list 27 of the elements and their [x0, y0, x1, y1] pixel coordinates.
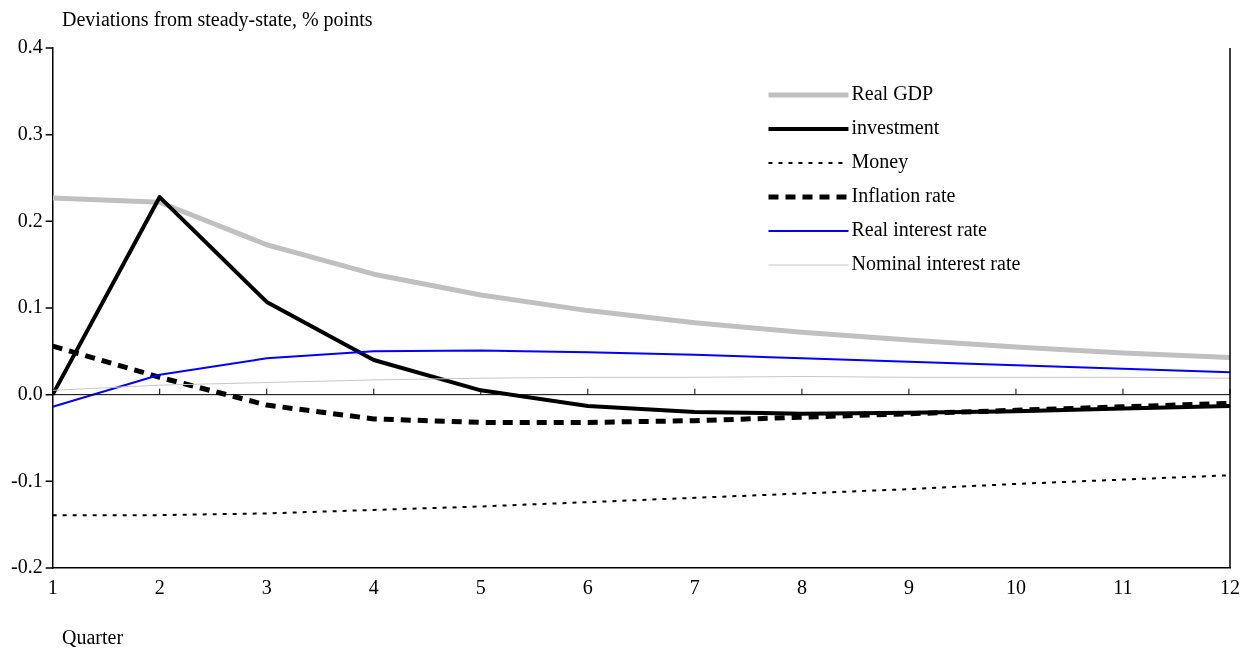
- x-axis-title: Quarter: [62, 626, 124, 649]
- y-tick-label: -0.1: [10, 468, 43, 491]
- legend-label: Real interest rate: [851, 218, 988, 241]
- legend-label: Inflation rate: [851, 184, 956, 207]
- legend-label: Money: [851, 150, 909, 174]
- y-axis-title: Deviations from steady-state, % points: [62, 8, 373, 31]
- x-tick-label: 11: [1113, 576, 1133, 599]
- y-tick-label: -0.2: [10, 555, 43, 578]
- x-tick-label: 10: [1005, 576, 1026, 599]
- x-tick-label: 3: [261, 576, 272, 599]
- x-tick-label: 7: [689, 576, 700, 599]
- x-tick-label: 8: [796, 576, 807, 599]
- y-tick-label: 0.3: [17, 121, 43, 144]
- legend-label: investment: [851, 116, 940, 139]
- y-tick-label: 0.0: [17, 381, 43, 404]
- x-tick-label: 12: [1220, 576, 1240, 599]
- y-tick-label: 0.4: [17, 35, 43, 58]
- legend-label: Real GDP: [851, 82, 934, 105]
- y-tick-label: 0.1: [17, 295, 43, 318]
- x-tick-label: 2: [154, 576, 165, 599]
- x-tick-label: 9: [903, 576, 914, 599]
- x-tick-label: 1: [47, 576, 58, 599]
- x-tick-label: 4: [368, 576, 379, 599]
- legend-label: Nominal interest rate: [851, 252, 1021, 275]
- y-tick-label: 0.2: [17, 208, 43, 231]
- x-tick-label: 6: [582, 576, 593, 599]
- x-tick-label: 5: [475, 576, 486, 599]
